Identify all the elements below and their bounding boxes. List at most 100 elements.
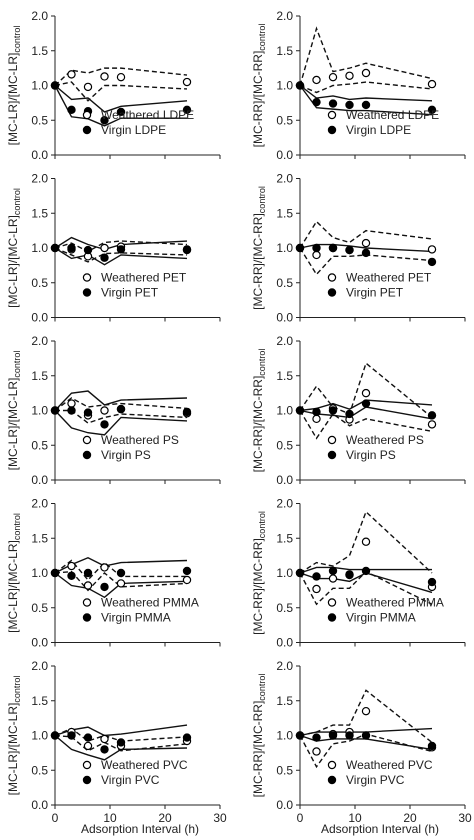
- y-tick-label: 0.5: [276, 113, 293, 127]
- data-point-virgin: [67, 571, 76, 580]
- y-tick-label: 2.0: [276, 9, 293, 23]
- y-tick-label: 2.0: [276, 497, 293, 511]
- y-tick-label: 1.0: [31, 566, 48, 580]
- data-point-weathered: [116, 72, 126, 82]
- data-point-virgin: [50, 731, 60, 740]
- data-point-virgin: [182, 245, 192, 255]
- chart-panel-rr-ps: 0.0 0.5 1.0 1.5 2.0 [MC-RR]/[MC-RR]control Wea…: [251, 334, 466, 487]
- data-point-virgin: [295, 731, 305, 740]
- data-point-weathered: [182, 77, 192, 87]
- data-point-virgin: [328, 731, 338, 740]
- data-point-weathered: [312, 250, 321, 260]
- legend-label: Weathered PMMA: [101, 596, 199, 610]
- y-tick-label: 2.0: [31, 334, 48, 348]
- data-point-weathered: [328, 574, 338, 583]
- data-point-virgin: [361, 731, 371, 740]
- data-point-weathered: [100, 406, 109, 415]
- y-tick-label: 1.0: [31, 729, 48, 743]
- legend-marker: [327, 613, 337, 622]
- data-point-virgin: [100, 745, 109, 754]
- data-point-virgin: [312, 733, 321, 742]
- legend-label: Weathered LDPE: [346, 108, 439, 122]
- band-solid-upper: [299, 566, 432, 574]
- legend-marker: [82, 613, 92, 622]
- data-point-virgin: [345, 245, 354, 255]
- data-point-virgin: [100, 420, 109, 429]
- chart-panel-rr-ldpe: 0.0 0.5 1.0 1.5 2.0 [MC-RR]/[MC-RR]control Wea…: [251, 9, 466, 162]
- data-point-weathered: [312, 584, 321, 594]
- data-point-weathered: [83, 82, 93, 92]
- x-tick-label: 10: [348, 811, 362, 825]
- legend-label: Weathered PVC: [346, 758, 433, 772]
- legend-label: Weathered PS: [346, 433, 424, 447]
- y-tick-label: 0.0: [31, 148, 48, 162]
- band-solid-lower: [54, 410, 188, 436]
- y-tick-label: 2.0: [31, 172, 48, 186]
- x-tick-label: 30: [458, 811, 472, 825]
- data-point-weathered: [67, 70, 76, 79]
- band-dashed-lower: [299, 81, 433, 94]
- data-point-virgin: [50, 406, 60, 415]
- band-dashed-lower: [54, 570, 188, 592]
- band-dashed-lower: [54, 247, 188, 263]
- y-tick-label: 0.0: [276, 798, 293, 812]
- y-tick-label: 2.0: [31, 9, 48, 23]
- data-point-virgin: [427, 741, 437, 751]
- data-point-virgin: [50, 568, 60, 578]
- data-point-weathered: [100, 563, 109, 572]
- data-point-weathered: [100, 72, 109, 81]
- data-point-virgin: [116, 404, 126, 414]
- legend-marker: [82, 435, 92, 445]
- data-point-virgin: [345, 731, 354, 740]
- legend-label: Virgin LDPE: [101, 123, 166, 137]
- legend-marker: [327, 450, 337, 460]
- data-point-virgin: [295, 81, 305, 90]
- band-dashed-lower: [299, 247, 433, 276]
- legend-label: Virgin PMMA: [346, 611, 416, 625]
- data-point-virgin: [361, 248, 371, 258]
- chart-panel-rr-pet: 0.0 0.5 1.0 1.5 2.0 [MC-RR]/[MC-RR]control Wea…: [251, 172, 466, 325]
- data-point-virgin: [312, 97, 321, 107]
- y-tick-label: 1.0: [276, 241, 293, 255]
- legend-marker: [82, 760, 92, 770]
- data-point-virgin: [116, 738, 126, 747]
- data-point-virgin: [182, 733, 192, 742]
- data-point-virgin: [328, 566, 338, 576]
- y-tick-label: 1.0: [31, 241, 48, 255]
- legend-marker: [327, 125, 337, 135]
- data-point-virgin: [83, 733, 93, 742]
- legend-marker: [327, 760, 337, 770]
- legend-marker: [327, 110, 337, 120]
- y-tick-label: 0.0: [31, 798, 48, 812]
- y-axis-label: [MC-RR]/[MC-RR]control: [251, 24, 267, 148]
- data-point-weathered: [427, 420, 437, 429]
- y-tick-label: 0.0: [31, 311, 48, 325]
- y-tick-label: 1.5: [276, 44, 293, 58]
- y-tick-label: 0.5: [276, 601, 293, 615]
- band-dashed-upper: [299, 510, 433, 574]
- data-point-virgin: [328, 243, 338, 253]
- chart-panel-lr-pvc: 0.0 0.5 1.0 1.5 2.0 0 10 20 30 [MC-LR]/[MC-LR]con…: [6, 659, 227, 825]
- legend-marker: [327, 288, 337, 297]
- legend-marker: [82, 273, 92, 282]
- band-dashed-lower: [299, 410, 433, 440]
- data-point-virgin: [182, 566, 192, 576]
- legend-label: Virgin PVC: [346, 773, 405, 787]
- legend-label: Virgin PS: [101, 448, 151, 462]
- legend-marker: [82, 110, 92, 120]
- x-tick-label: 20: [158, 811, 172, 825]
- data-point-virgin: [182, 407, 192, 417]
- band-dashed-upper: [54, 397, 188, 412]
- y-tick-label: 1.5: [31, 206, 48, 220]
- y-tick-label: 1.0: [276, 566, 293, 580]
- chart-panel-lr-ldpe: 0.0 0.5 1.0 1.5 2.0 [MC-LR]/[MC-LR]control Wea…: [6, 9, 221, 162]
- data-point-weathered: [83, 741, 93, 751]
- y-axis-label: [MC-RR]/[MC-RR]control: [251, 511, 267, 635]
- data-point-virgin: [295, 406, 305, 415]
- y-axis-label: [MC-LR]/[MC-LR]control: [6, 351, 22, 471]
- y-axis-label: [MC-LR]/[MC-LR]control: [6, 676, 22, 796]
- y-axis-label: [MC-LR]/[MC-LR]control: [6, 26, 22, 146]
- data-point-virgin: [328, 406, 338, 415]
- data-point-virgin: [100, 253, 109, 262]
